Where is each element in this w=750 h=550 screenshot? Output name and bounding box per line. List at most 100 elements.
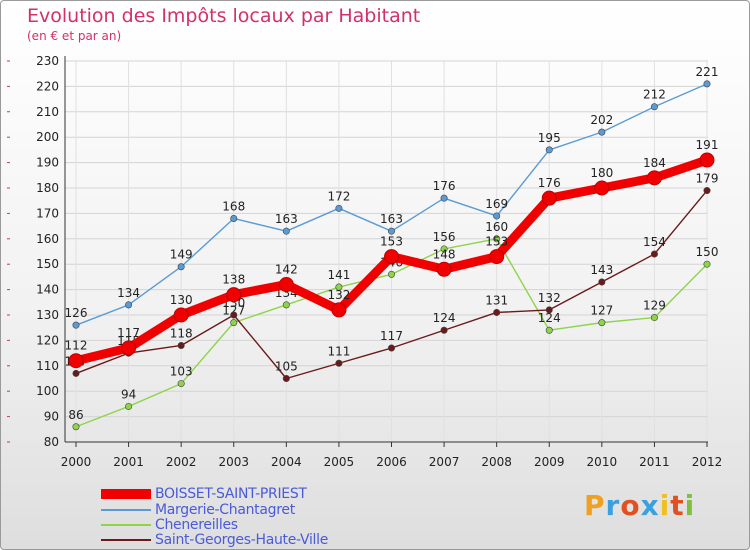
- y-tick-label: 80: [44, 435, 59, 449]
- data-label-saint-georges-haute-ville: 179: [696, 172, 719, 186]
- data-point-margerie-chantagret: [72, 321, 80, 329]
- data-point-chenereilles: [72, 423, 80, 431]
- y-tick-label: 160: [36, 232, 59, 246]
- data-point-chenereilles: [230, 319, 238, 327]
- data-label-margerie-chantagret: 163: [380, 212, 403, 226]
- data-label-boisset-saint-priest: 153: [380, 235, 403, 249]
- data-label-chenereilles: 127: [590, 304, 613, 318]
- x-tick-label: 2005: [324, 455, 355, 469]
- data-label-boisset-saint-priest: 180: [590, 166, 613, 180]
- data-point-saint-georges-haute-ville: [493, 308, 501, 316]
- data-label-margerie-chantagret: 195: [538, 131, 561, 145]
- data-point-boisset-saint-priest: [68, 353, 84, 369]
- data-point-margerie-chantagret: [230, 214, 238, 222]
- data-point-boisset-saint-priest: [436, 261, 452, 277]
- data-label-saint-georges-haute-ville: 143: [590, 263, 613, 277]
- data-point-margerie-chantagret: [335, 204, 343, 212]
- data-point-saint-georges-haute-ville: [703, 187, 711, 195]
- data-point-boisset-saint-priest: [699, 152, 715, 168]
- data-label-saint-georges-haute-ville: 154: [643, 235, 666, 249]
- data-label-boisset-saint-priest: 130: [170, 293, 193, 307]
- data-label-boisset-saint-priest: 142: [275, 263, 298, 277]
- data-label-saint-georges-haute-ville: 132: [538, 291, 561, 305]
- legend-swatch: [101, 489, 151, 499]
- data-label-margerie-chantagret: 169: [485, 197, 508, 211]
- data-point-margerie-chantagret: [125, 301, 133, 309]
- data-point-margerie-chantagret: [598, 128, 606, 136]
- data-point-boisset-saint-priest: [384, 249, 399, 265]
- data-point-saint-georges-haute-ville: [335, 359, 343, 367]
- data-label-boisset-saint-priest: 191: [696, 138, 719, 152]
- data-point-chenereilles: [387, 270, 395, 278]
- y-tick-label: 210: [36, 105, 59, 119]
- legend-label: Chenereilles: [155, 517, 238, 533]
- logo-letter: o: [620, 489, 641, 522]
- legend-item: Chenereilles: [101, 517, 238, 533]
- data-point-saint-georges-haute-ville: [72, 369, 80, 377]
- data-label-margerie-chantagret: 172: [327, 189, 350, 203]
- data-label-margerie-chantagret: 168: [222, 199, 245, 213]
- data-point-margerie-chantagret: [650, 103, 658, 111]
- y-tick-label: 180: [36, 181, 59, 195]
- data-point-chenereilles: [598, 319, 606, 327]
- proxiti-logo: Proxiti: [584, 489, 695, 522]
- y-tick-label: 230: [36, 54, 59, 68]
- x-tick-label: 2003: [218, 455, 249, 469]
- data-label-boisset-saint-priest: 112: [65, 339, 88, 353]
- legend-label: Saint-Georges-Haute-Ville: [155, 532, 329, 548]
- chart-subtitle: (en € et par an): [27, 29, 122, 43]
- data-point-saint-georges-haute-ville: [545, 306, 553, 314]
- data-point-margerie-chantagret: [545, 146, 553, 154]
- logo-letter: i: [684, 489, 696, 522]
- y-tick-label: 100: [36, 384, 59, 398]
- x-tick-label: 2011: [639, 455, 670, 469]
- y-tick-label: 140: [36, 283, 59, 297]
- data-label-chenereilles: 103: [170, 365, 193, 379]
- data-point-boisset-saint-priest: [278, 277, 294, 293]
- data-label-chenereilles: 124: [538, 311, 561, 325]
- data-point-margerie-chantagret: [440, 194, 448, 202]
- data-label-saint-georges-haute-ville: 117: [380, 329, 403, 343]
- data-point-boisset-saint-priest: [646, 170, 662, 186]
- data-label-chenereilles: 127: [222, 304, 245, 318]
- data-label-margerie-chantagret: 176: [433, 179, 456, 193]
- data-label-margerie-chantagret: 134: [117, 286, 140, 300]
- data-point-saint-georges-haute-ville: [230, 311, 238, 319]
- y-tick-label: 190: [36, 156, 59, 170]
- data-label-boisset-saint-priest: 132: [327, 288, 350, 302]
- data-label-saint-georges-haute-ville: 111: [327, 344, 350, 358]
- legend-item: Margerie-Chantagret: [101, 502, 295, 518]
- chart-title: Evolution des Impôts locaux par Habitant: [27, 5, 421, 27]
- data-label-boisset-saint-priest: 176: [538, 176, 561, 190]
- data-label-margerie-chantagret: 221: [696, 65, 719, 79]
- y-tick-label: 130: [36, 308, 59, 322]
- x-tick-label: 2008: [481, 455, 512, 469]
- data-label-boisset-saint-priest: 153: [485, 235, 508, 249]
- x-tick-label: 2000: [61, 455, 92, 469]
- data-point-boisset-saint-priest: [541, 190, 557, 206]
- x-tick-label: 2012: [692, 455, 723, 469]
- data-label-saint-georges-haute-ville: 124: [433, 311, 456, 325]
- data-label-boisset-saint-priest: 138: [222, 273, 245, 287]
- data-point-saint-georges-haute-ville: [598, 278, 606, 286]
- data-label-margerie-chantagret: 149: [170, 248, 193, 262]
- data-point-chenereilles: [545, 326, 553, 334]
- x-tick-label: 2009: [534, 455, 565, 469]
- data-point-margerie-chantagret: [387, 227, 395, 235]
- x-tick-label: 2001: [113, 455, 144, 469]
- data-point-boisset-saint-priest: [173, 307, 189, 323]
- data-point-saint-georges-haute-ville: [282, 374, 290, 382]
- logo-letter: i: [659, 489, 671, 522]
- data-label-saint-georges-haute-ville: 105: [275, 360, 298, 374]
- y-tick-label: 150: [36, 257, 59, 271]
- data-point-boisset-saint-priest: [121, 340, 137, 356]
- data-label-chenereilles: 141: [327, 268, 350, 282]
- data-point-chenereilles: [335, 283, 343, 291]
- x-tick-label: 2010: [587, 455, 618, 469]
- data-label-margerie-chantagret: 163: [275, 212, 298, 226]
- data-point-saint-georges-haute-ville: [387, 344, 395, 352]
- x-tick-label: 2004: [271, 455, 302, 469]
- data-point-saint-georges-haute-ville: [177, 341, 185, 349]
- data-point-chenereilles: [440, 245, 448, 253]
